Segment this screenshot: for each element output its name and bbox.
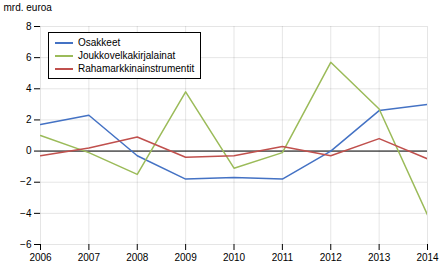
svg-text:4: 4 <box>26 83 32 94</box>
html-text:Joukkovelkakirjalainat: Joukkovelkakirjalainat <box>78 50 176 61</box>
svg-text:2: 2 <box>26 114 32 125</box>
svg-text:2007: 2007 <box>78 252 101 263</box>
svg-text:−4: −4 <box>20 208 32 219</box>
svg-text:mrd. euroa: mrd. euroa <box>4 2 53 13</box>
svg-text:2009: 2009 <box>175 252 198 263</box>
svg-text:−2: −2 <box>20 176 32 187</box>
svg-text:2014: 2014 <box>416 252 439 263</box>
svg-text:0: 0 <box>26 145 32 156</box>
svg-text:8: 8 <box>26 21 32 32</box>
svg-text:6: 6 <box>26 52 32 63</box>
svg-text:−6: −6 <box>20 239 32 250</box>
svg-text:2012: 2012 <box>320 252 343 263</box>
svg-text:2006: 2006 <box>29 252 52 263</box>
svg-text:2010: 2010 <box>223 252 246 263</box>
svg-text:2013: 2013 <box>368 252 391 263</box>
html-text:Osakkeet: Osakkeet <box>78 37 121 48</box>
html-text:Rahamarkkinainstrumentit: Rahamarkkinainstrumentit <box>78 63 195 74</box>
svg-text:2008: 2008 <box>126 252 149 263</box>
svg-text:2011: 2011 <box>272 252 294 263</box>
